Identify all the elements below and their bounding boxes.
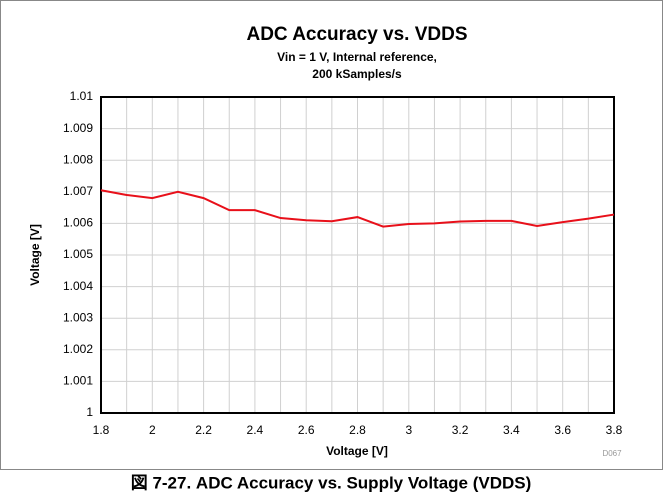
x-tick-label: 3.8 — [606, 423, 623, 437]
x-tick-label: 2.8 — [349, 423, 366, 437]
x-tick-label: 2.4 — [247, 423, 264, 437]
x-tick-label: 3.6 — [554, 423, 571, 437]
chart-subtitle: Vin = 1 V, Internal reference, — [277, 50, 437, 64]
y-tick-label: 1.006 — [63, 216, 93, 230]
figure-code: D067 — [602, 449, 622, 458]
y-tick-label: 1.007 — [63, 184, 93, 198]
y-tick-label: 1.003 — [63, 310, 93, 324]
y-tick-label: 1.009 — [63, 121, 93, 135]
y-tick-label: 1.002 — [63, 342, 93, 356]
y-tick-label: 1.001 — [63, 374, 93, 388]
x-tick-label: 1.8 — [93, 423, 110, 437]
x-tick-label: 3.2 — [452, 423, 469, 437]
plot-border — [100, 96, 615, 414]
x-tick-label: 2.6 — [298, 423, 315, 437]
chart-subtitle: 200 kSamples/s — [312, 67, 402, 81]
caption: 図 7-27. ADC Accuracy vs. Supply Voltage … — [131, 473, 532, 492]
y-tick-label: 1 — [86, 405, 93, 419]
y-tick-label: 1.008 — [63, 152, 93, 166]
x-tick-label: 3 — [405, 423, 412, 437]
x-tick-label: 3.4 — [503, 423, 520, 437]
chart-title: ADC Accuracy vs. VDDS — [246, 24, 467, 45]
x-tick-label: 2.2 — [195, 423, 212, 437]
x-axis-label: Voltage [V] — [326, 444, 388, 458]
y-axis-label: Voltage [V] — [28, 224, 42, 286]
data-line — [100, 189, 615, 228]
y-tick-label: 1.01 — [70, 89, 94, 103]
y-tick-label: 1.005 — [63, 247, 93, 261]
y-tick-label: 1.004 — [63, 279, 93, 293]
x-tick-label: 2 — [149, 423, 156, 437]
